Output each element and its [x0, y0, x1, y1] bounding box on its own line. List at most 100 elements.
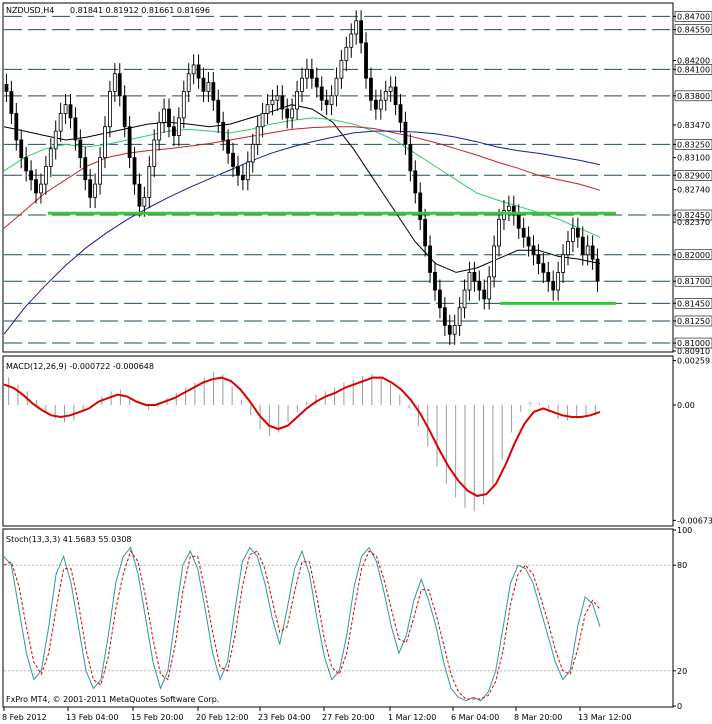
- candle-body: [206, 82, 211, 92]
- candle-body: [24, 157, 29, 172]
- macd-axis: 0.00259 0.00 -0.00673: [673, 357, 712, 525]
- candle-body: [334, 77, 339, 97]
- candle-body: [157, 121, 162, 141]
- candle-body: [226, 139, 231, 154]
- candle-body: [265, 104, 270, 114]
- candle-body: [477, 280, 482, 291]
- candle-body: [280, 95, 285, 110]
- time-tick-label: 8 Feb 2012: [2, 713, 47, 722]
- candle-body: [359, 20, 364, 44]
- macd-signal-line: [3, 376, 601, 497]
- chart-header-symbol: NZDUSD,H4: [6, 6, 54, 15]
- candle-body: [383, 91, 388, 101]
- candle-body: [14, 113, 19, 141]
- price-tick-label: 0.82450: [677, 211, 710, 220]
- sma-line: [3, 126, 601, 229]
- candle-body: [571, 227, 575, 242]
- candle-body: [167, 108, 171, 128]
- stoch-levels: [4, 564, 672, 672]
- candle-body: [58, 113, 63, 132]
- candle-body: [275, 95, 280, 101]
- candle-body: [462, 289, 467, 309]
- stoch-title: Stoch(13,3,3) 41.5683 55.0308: [6, 535, 132, 544]
- candle-body: [295, 91, 299, 110]
- candle-body: [482, 289, 487, 300]
- stoch-panel: [2, 528, 674, 708]
- candle-body: [506, 205, 511, 212]
- candle-body: [29, 170, 33, 181]
- candle-body: [34, 179, 38, 194]
- candle-body: [393, 86, 398, 106]
- candle-body: [290, 108, 295, 119]
- chart-header-ohlc: 0.81841 0.81912 0.81661 0.81696: [70, 6, 210, 15]
- candle-body: [423, 219, 428, 247]
- candle-body: [152, 139, 157, 167]
- candle-body: [305, 68, 309, 79]
- candle-body: [516, 214, 521, 229]
- time-tick-label: 13 Mar 12:00: [578, 713, 631, 722]
- candle-body: [369, 77, 373, 101]
- candle-body: [442, 307, 447, 326]
- price-tick-label: 0.81450: [677, 299, 710, 308]
- candle-body: [364, 42, 368, 79]
- candle-body: [349, 33, 354, 48]
- price-levels: [4, 15, 672, 344]
- candle-body: [196, 64, 201, 79]
- price-tick-label: 0.84700: [677, 12, 710, 21]
- candle-body: [191, 64, 196, 75]
- candle-body: [413, 170, 418, 194]
- candle-body: [43, 166, 48, 185]
- price-tick-label: 0.82000: [677, 251, 710, 260]
- candle-body: [132, 157, 137, 185]
- macd-tick-label: 0.00259: [677, 357, 710, 366]
- candle-body: [541, 263, 546, 273]
- price-tick-label: 0.84100: [677, 65, 710, 74]
- price-tick-label: 0.83800: [677, 92, 710, 101]
- macd-panel: [2, 355, 674, 527]
- candle-body: [580, 236, 585, 256]
- candle-body: [98, 157, 102, 185]
- candle-body: [231, 152, 235, 167]
- candle-body: [595, 258, 600, 282]
- candle-body: [142, 196, 147, 207]
- stoch-tick-label: 20: [677, 667, 687, 676]
- candle-body: [467, 272, 472, 291]
- candle-body: [378, 99, 383, 110]
- candle-body: [314, 77, 319, 88]
- price-tick-label: 0.84550: [677, 26, 710, 35]
- time-tick-label: 20 Feb 12:00: [196, 713, 248, 722]
- copyright-text: FxPro MT4, © 2001-2011 MetaQuotes Softwa…: [6, 695, 219, 704]
- candle-body: [403, 121, 408, 145]
- candle-body: [176, 117, 181, 136]
- candle-body: [511, 205, 516, 216]
- candle-body: [221, 121, 226, 141]
- stoch-lines: [3, 546, 601, 702]
- candle-body: [354, 20, 359, 35]
- candle-body: [172, 126, 176, 136]
- candle-body: [260, 113, 265, 128]
- candle-body: [236, 166, 240, 176]
- candle-body: [590, 245, 595, 260]
- price-tick-label: 0.80910: [677, 347, 710, 356]
- candle-body: [452, 324, 457, 335]
- candle-body: [270, 99, 275, 106]
- candle-body: [300, 77, 304, 92]
- stoch-tick-label: 0: [677, 702, 682, 711]
- price-panel: [2, 2, 674, 353]
- price-tick-label: 0.81000: [677, 339, 710, 348]
- candles: [4, 10, 600, 345]
- candle-body: [309, 68, 314, 79]
- candle-body: [73, 117, 78, 141]
- candle-body: [438, 289, 442, 309]
- candle-body: [53, 130, 58, 150]
- stoch-tick-label: 80: [677, 561, 687, 570]
- candle-body: [19, 139, 24, 159]
- candle-body: [147, 166, 152, 198]
- candle-body: [201, 77, 206, 92]
- candle-body: [487, 276, 492, 300]
- time-tick-label: 6 Mar 04:00: [451, 713, 499, 722]
- candle-body: [250, 143, 255, 163]
- time-tick-label: 8 Mar 20:00: [514, 713, 562, 722]
- candle-body: [566, 241, 570, 256]
